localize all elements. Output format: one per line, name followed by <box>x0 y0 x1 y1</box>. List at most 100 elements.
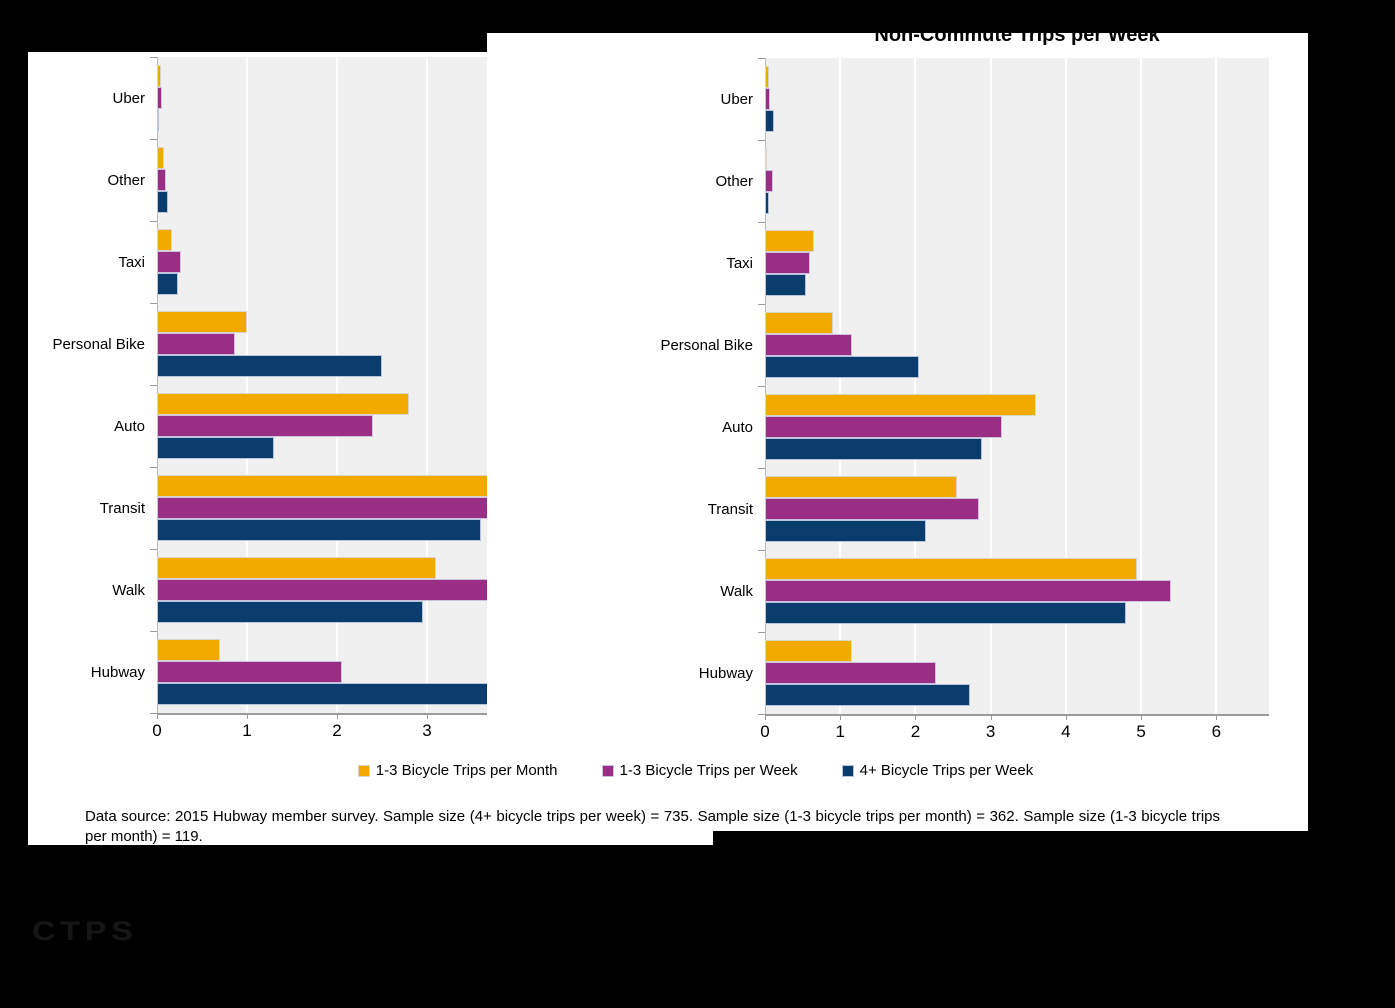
bar <box>157 437 274 459</box>
category-label: Personal Bike <box>660 336 753 354</box>
bar <box>765 170 773 192</box>
y-axis-tick <box>150 303 157 304</box>
y-axis-tick <box>758 550 765 551</box>
x-tick-label: 2 <box>910 722 921 741</box>
y-axis-tick <box>758 386 765 387</box>
bar <box>157 355 382 377</box>
legend-swatch-week <box>601 764 614 777</box>
legend-label: 1-3 Bicycle Trips per Month <box>375 762 558 779</box>
y-axis-line <box>157 57 158 713</box>
bar <box>765 334 852 356</box>
x-axis-tick <box>337 713 338 719</box>
x-tick-label: 1 <box>242 721 252 740</box>
gridline <box>426 57 428 713</box>
category-label: Transit <box>707 500 753 518</box>
bar <box>157 273 178 295</box>
legend-label: 4+ Bicycle Trips per Week <box>859 762 1034 779</box>
category-label: Auto <box>114 417 145 435</box>
bar <box>765 602 1127 624</box>
bar <box>157 333 236 355</box>
bar <box>157 65 161 87</box>
category-label: Hubway <box>698 664 753 682</box>
bar <box>157 229 173 251</box>
x-tick-label: 3 <box>422 721 432 740</box>
y-axis-tick <box>150 713 157 714</box>
bar <box>765 66 769 88</box>
x-tick-label: 3 <box>985 722 996 741</box>
y-axis-tick <box>150 631 157 632</box>
bar <box>765 192 769 214</box>
bar <box>765 558 1138 580</box>
bar <box>765 274 807 296</box>
chart-title: Non-Commute Trips per Week <box>874 33 1160 46</box>
gridline <box>1064 58 1067 714</box>
x-tick-label: 5 <box>1136 722 1146 741</box>
bar <box>157 251 182 273</box>
bar <box>765 416 1002 438</box>
x-axis-tick <box>1065 714 1067 720</box>
ctps-logo: CTPS <box>32 916 138 946</box>
x-axis-tick <box>1141 714 1143 720</box>
bar <box>765 230 814 252</box>
y-axis-tick <box>150 467 157 468</box>
bar <box>157 311 247 333</box>
x-axis-tick <box>427 713 428 719</box>
bar <box>157 191 168 213</box>
gridline <box>1140 58 1143 714</box>
bar <box>157 557 436 579</box>
legend-item-4plus: 4+ Bicycle Trips per Week <box>841 762 1034 779</box>
category-label: Hubway <box>90 663 145 681</box>
bar <box>765 498 980 520</box>
bar <box>157 497 517 519</box>
data-source-note: Data source: 2015 Hubway member survey. … <box>85 808 1220 845</box>
category-label: Transit <box>99 499 145 517</box>
y-axis-tick <box>150 139 157 140</box>
legend-item-week: 1-3 Bicycle Trips per Week <box>601 762 798 779</box>
bar <box>157 639 220 661</box>
gridline <box>914 58 917 714</box>
x-tick-label: 0 <box>760 722 770 741</box>
x-tick-label: 4 <box>1061 722 1071 741</box>
x-axis-tick <box>157 713 158 719</box>
category-label: Taxi <box>118 253 145 271</box>
category-label: Personal Bike <box>52 335 145 353</box>
bar <box>157 661 342 683</box>
x-axis-tick <box>765 714 766 720</box>
bar <box>157 415 373 437</box>
category-label: Walk <box>112 581 145 599</box>
plot-area <box>765 58 1269 714</box>
legend-item-month: 1-3 Bicycle Trips per Month <box>357 762 558 779</box>
y-axis-tick <box>758 222 765 223</box>
y-axis-tick <box>150 221 157 222</box>
gridline <box>1215 58 1218 714</box>
bar <box>765 88 771 110</box>
x-axis-line <box>765 714 1269 716</box>
y-axis-tick <box>758 304 765 305</box>
bar <box>157 147 165 169</box>
bar <box>157 601 423 623</box>
bar <box>765 662 936 684</box>
x-tick-label: 1 <box>835 722 845 741</box>
gridline <box>989 58 992 714</box>
category-label: Taxi <box>726 254 753 272</box>
bar <box>157 109 159 131</box>
bottom-mask <box>0 845 1395 1008</box>
legend-swatch-month <box>357 764 370 777</box>
bar <box>765 252 811 274</box>
y-axis-tick <box>758 58 765 59</box>
x-axis-tick <box>915 714 917 720</box>
bar <box>765 312 833 334</box>
bar <box>765 684 971 706</box>
category-label: Other <box>107 171 145 189</box>
bar <box>765 476 957 498</box>
bar <box>157 169 166 191</box>
bar <box>157 475 535 497</box>
y-axis-tick <box>758 632 765 633</box>
y-axis-tick <box>758 468 765 469</box>
bar <box>157 87 162 109</box>
bar <box>765 148 767 170</box>
bar <box>157 579 522 601</box>
y-axis-tick <box>150 549 157 550</box>
category-label: Uber <box>720 90 753 108</box>
bar <box>765 394 1036 416</box>
